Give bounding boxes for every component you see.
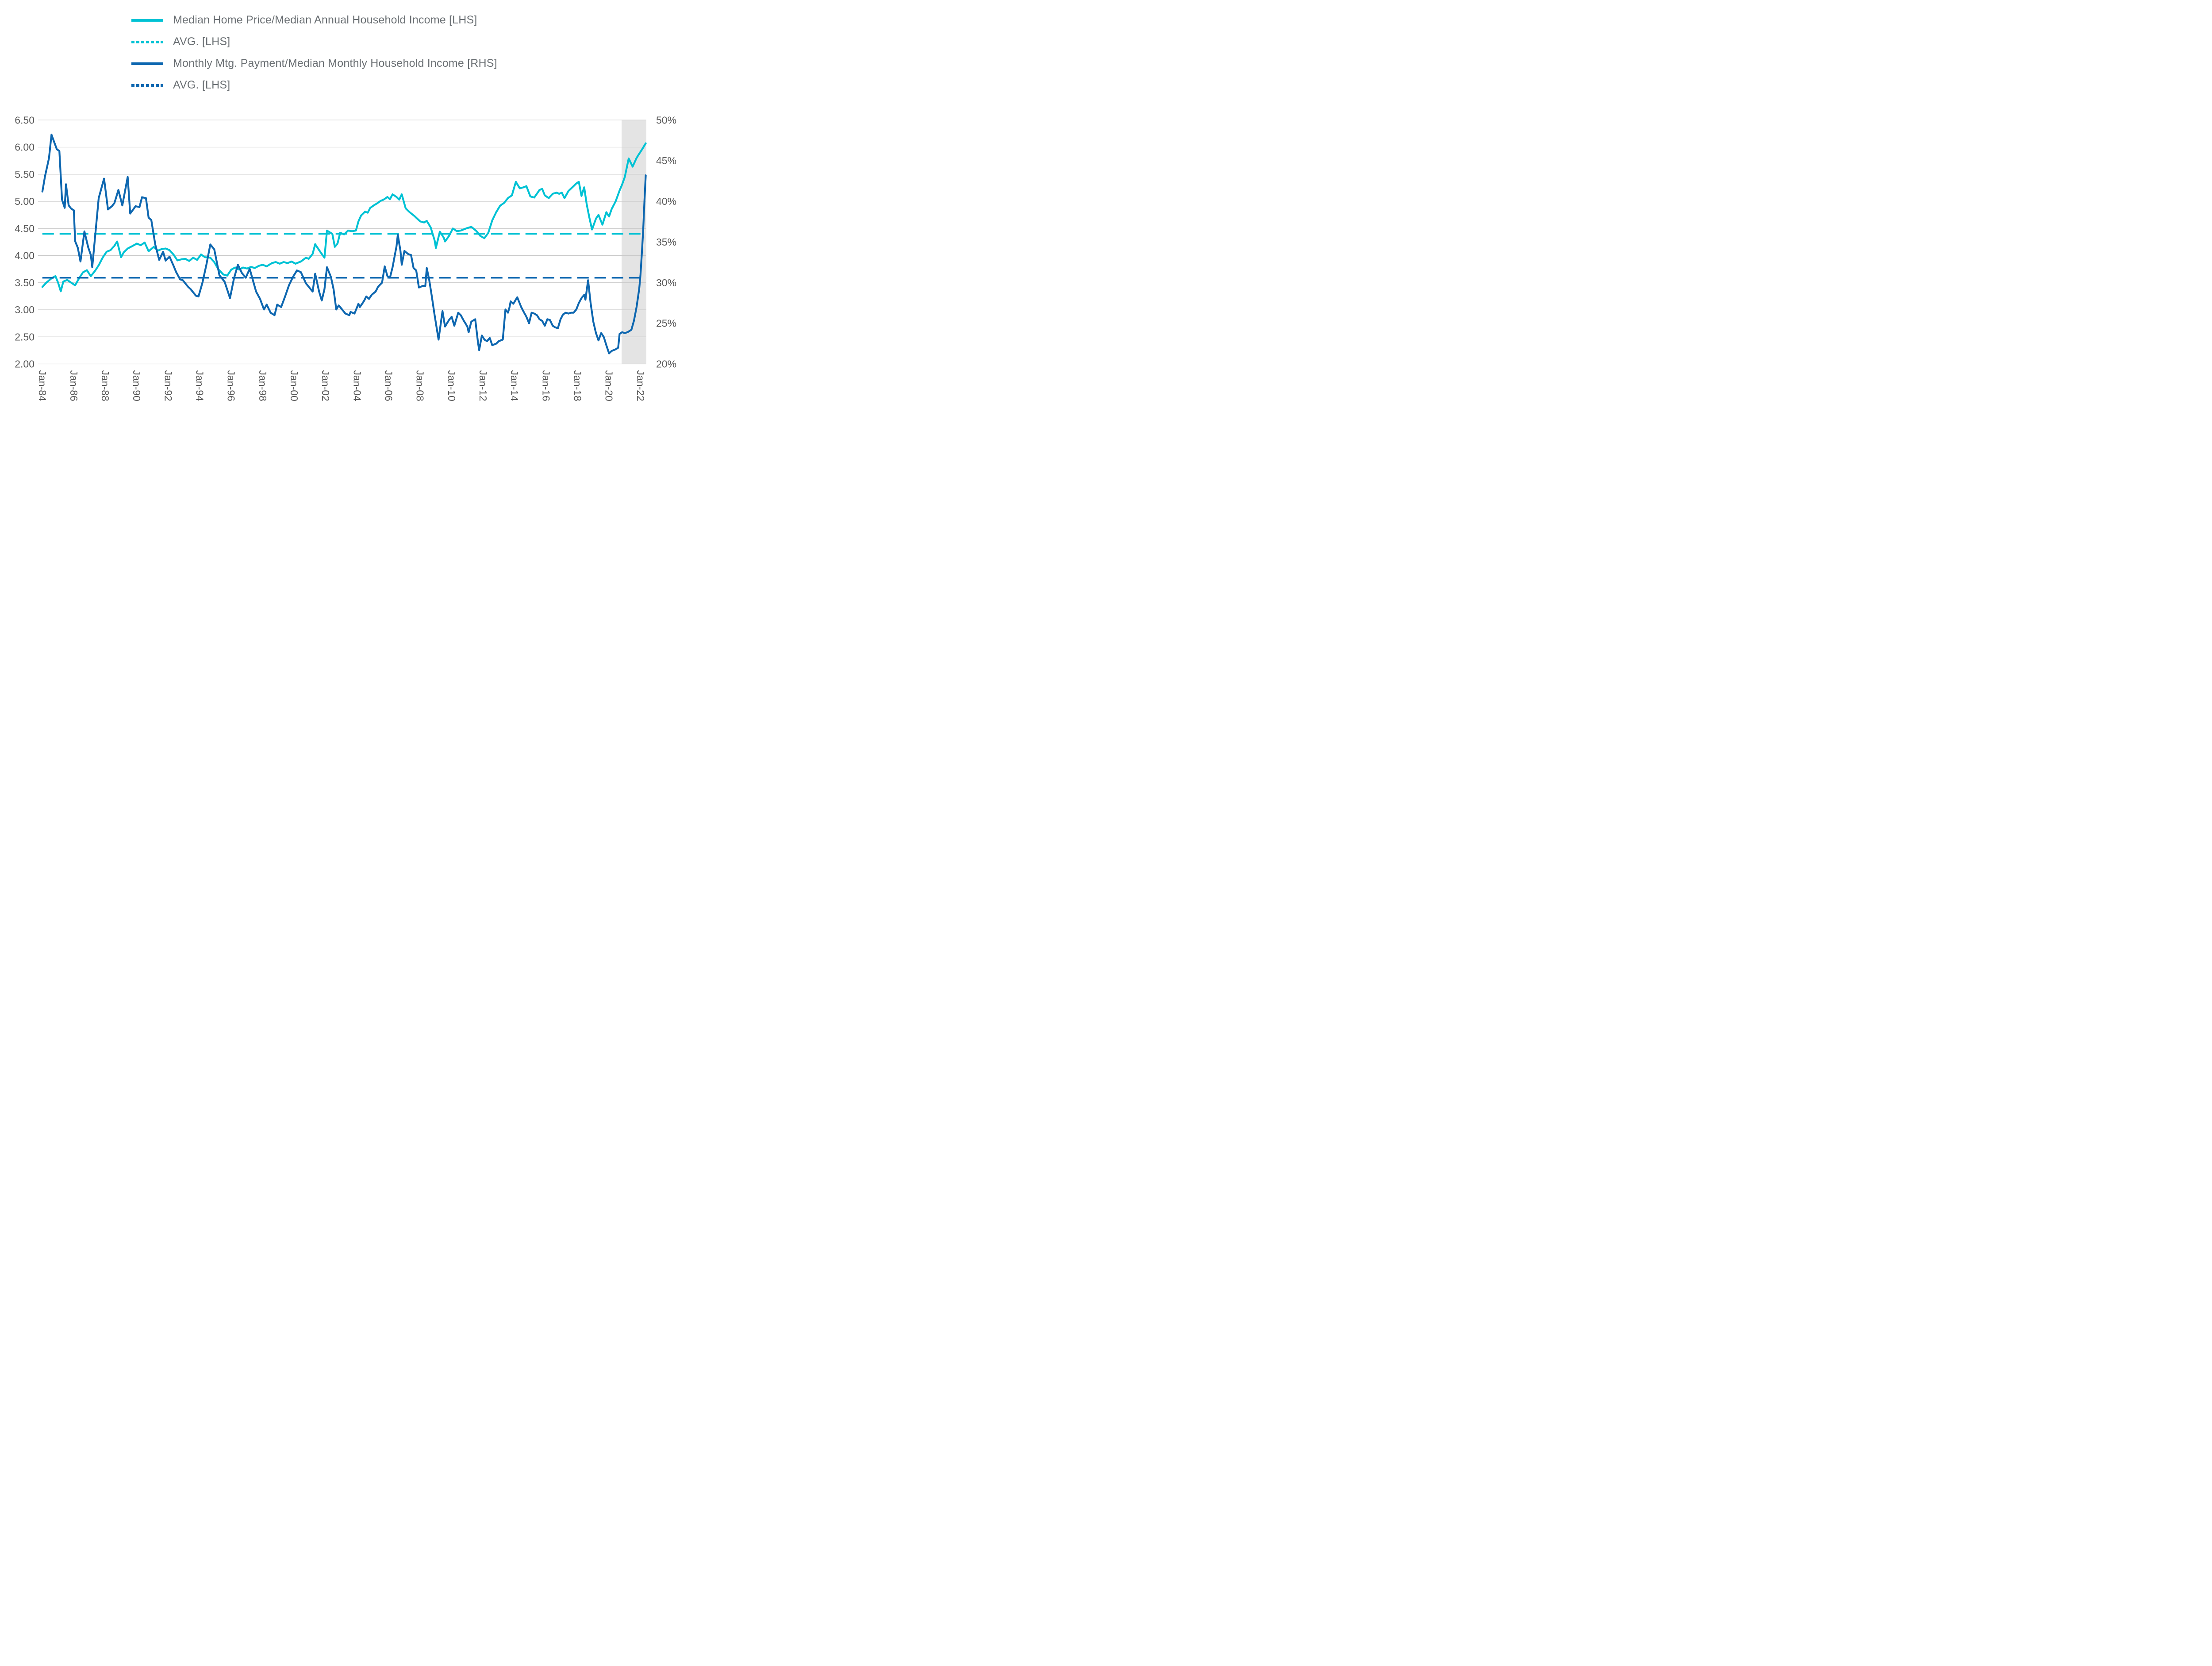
x-tick-label: Jan-00 xyxy=(288,370,300,401)
x-tick-label: Jan-04 xyxy=(351,370,363,402)
legend-item-avg-lhs: AVG. [LHS] xyxy=(131,31,497,53)
legend-label: AVG. [LHS] xyxy=(173,35,230,48)
y-left-tick-label: 5.00 xyxy=(15,196,35,207)
x-tick-label: Jan-08 xyxy=(415,370,426,401)
x-tick-label: Jan-92 xyxy=(162,370,174,401)
y-left-tick-label: 4.00 xyxy=(15,250,35,262)
y-right-tick-label: 40% xyxy=(656,196,676,207)
y-left-tick-label: 2.50 xyxy=(15,331,35,342)
x-tick-label: Jan-94 xyxy=(194,370,206,402)
dual-axis-line-chart: 6.50 6.00 5.50 5.00 4.50 4.00 3.50 3.00 2.50 2.00… xyxy=(15,114,676,402)
legend: Median Home Price/Median Annual Househol… xyxy=(131,9,497,96)
series-line-mtg-payment-income xyxy=(41,134,647,354)
x-tick-label: Jan-88 xyxy=(100,370,111,401)
y-left-tick-label: 3.00 xyxy=(15,304,35,316)
legend-label: Median Home Price/Median Annual Househol… xyxy=(173,14,477,26)
y-right-tick-label: 35% xyxy=(656,236,676,248)
legend-swatch-solid-cyan-icon xyxy=(131,19,163,22)
y-right-tick-label: 20% xyxy=(656,358,676,370)
legend-label: AVG. [LHS] xyxy=(173,79,230,91)
y-left-tick-label: 6.00 xyxy=(15,142,35,153)
x-tick-label: Jan-22 xyxy=(635,370,646,401)
y-left-tick-label: 2.00 xyxy=(15,358,35,370)
y-right-tick-label: 50% xyxy=(656,114,676,126)
x-tick-label: Jan-20 xyxy=(603,370,615,401)
y-left-tick-label: 4.50 xyxy=(15,223,35,234)
chart-page: Median Home Price/Median Annual Househol… xyxy=(0,0,691,416)
series-line-home-price-income xyxy=(41,142,647,292)
y-right-tick-label: 30% xyxy=(656,277,676,289)
x-tick-label: Jan-86 xyxy=(68,370,80,401)
x-tick-label: Jan-96 xyxy=(226,370,237,401)
x-tick-label: Jan-84 xyxy=(37,370,48,402)
x-tick-label: Jan-16 xyxy=(540,370,552,401)
x-tick-label: Jan-02 xyxy=(320,370,331,401)
x-tick-label: Jan-10 xyxy=(446,370,457,401)
legend-item-mtg-payment-income: Monthly Mtg. Payment/Median Monthly Hous… xyxy=(131,53,497,74)
x-tick-label: Jan-98 xyxy=(257,370,269,401)
y-right-tick-label: 45% xyxy=(656,155,676,166)
y-left-tick-label: 6.50 xyxy=(15,114,35,126)
legend-swatch-dashed-blue-icon xyxy=(131,84,163,87)
x-tick-label: Jan-18 xyxy=(572,370,584,401)
legend-item-home-price-income: Median Home Price/Median Annual Househol… xyxy=(131,9,497,31)
legend-swatch-solid-blue-icon xyxy=(131,62,163,65)
y-left-tick-label: 3.50 xyxy=(15,277,35,289)
legend-item-avg-rhs: AVG. [LHS] xyxy=(131,74,497,96)
legend-label: Monthly Mtg. Payment/Median Monthly Hous… xyxy=(173,57,497,69)
y-right-tick-label: 25% xyxy=(656,318,676,329)
x-tick-label: Jan-14 xyxy=(509,370,520,402)
y-left-tick-label: 5.50 xyxy=(15,169,35,180)
x-tick-label: Jan-90 xyxy=(131,370,142,401)
legend-swatch-dashed-cyan-icon xyxy=(131,40,163,43)
x-tick-label: Jan-06 xyxy=(383,370,395,401)
x-tick-label: Jan-12 xyxy=(477,370,489,401)
